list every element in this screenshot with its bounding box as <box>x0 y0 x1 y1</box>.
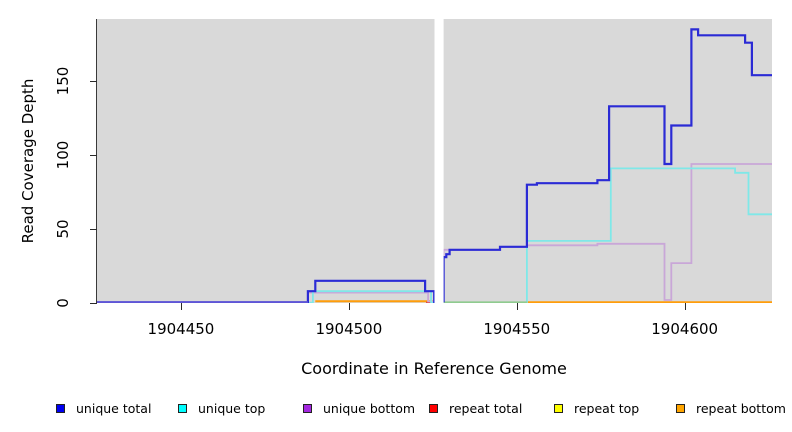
x-tick-mark <box>684 303 686 310</box>
y-axis-line <box>96 19 97 304</box>
y-tick-mark <box>90 303 97 304</box>
coverage-plot <box>97 19 772 303</box>
x-axis-title: Coordinate in Reference Genome <box>301 359 567 378</box>
series-unique-bottom <box>442 163 772 303</box>
legend-swatch <box>676 403 685 413</box>
y-tick-mark <box>90 229 97 231</box>
legend-swatch <box>554 403 563 413</box>
legend-label: repeat top <box>574 400 640 416</box>
series-unique-total <box>442 28 772 303</box>
legend-label: repeat bottom <box>696 400 786 416</box>
x-tick-label: 1904500 <box>315 320 383 338</box>
x-tick-mark <box>180 303 182 310</box>
x-tick-label: 1904550 <box>483 320 551 338</box>
y-tick-mark <box>90 81 97 83</box>
y-tick-label: 50 <box>54 219 72 239</box>
legend-swatch <box>303 403 312 413</box>
coverage-gap-band <box>434 19 444 303</box>
legend-swatch <box>429 403 438 413</box>
legend-label: unique bottom <box>323 400 416 416</box>
legend-item-repeat-top: repeat top <box>554 399 639 417</box>
legend-item-repeat-bottom: repeat bottom <box>676 399 786 417</box>
y-tick-mark <box>90 155 97 157</box>
legend-item-unique-top: unique top <box>178 399 265 417</box>
series-unique-total <box>97 279 437 303</box>
legend-item-unique-bottom: unique bottom <box>303 399 415 417</box>
y-tick-label: 150 <box>54 66 72 96</box>
x-tick-mark <box>516 303 518 310</box>
legend-label: unique total <box>76 400 152 416</box>
y-axis-title: Read Coverage Depth <box>19 78 37 244</box>
legend-swatch <box>178 403 187 413</box>
x-tick-label: 1904450 <box>147 320 215 338</box>
x-tick-label: 1904600 <box>651 320 719 338</box>
legend-swatch <box>56 403 65 413</box>
y-tick-label: 0 <box>54 298 72 308</box>
legend-item-repeat-total: repeat total <box>429 399 522 417</box>
y-tick-label: 100 <box>54 140 72 170</box>
series-unique-top <box>443 167 772 303</box>
legend-item-unique-total: unique total <box>56 399 151 417</box>
x-tick-mark <box>348 303 350 310</box>
legend-label: repeat total <box>449 400 523 416</box>
legend-label: unique top <box>198 400 266 416</box>
